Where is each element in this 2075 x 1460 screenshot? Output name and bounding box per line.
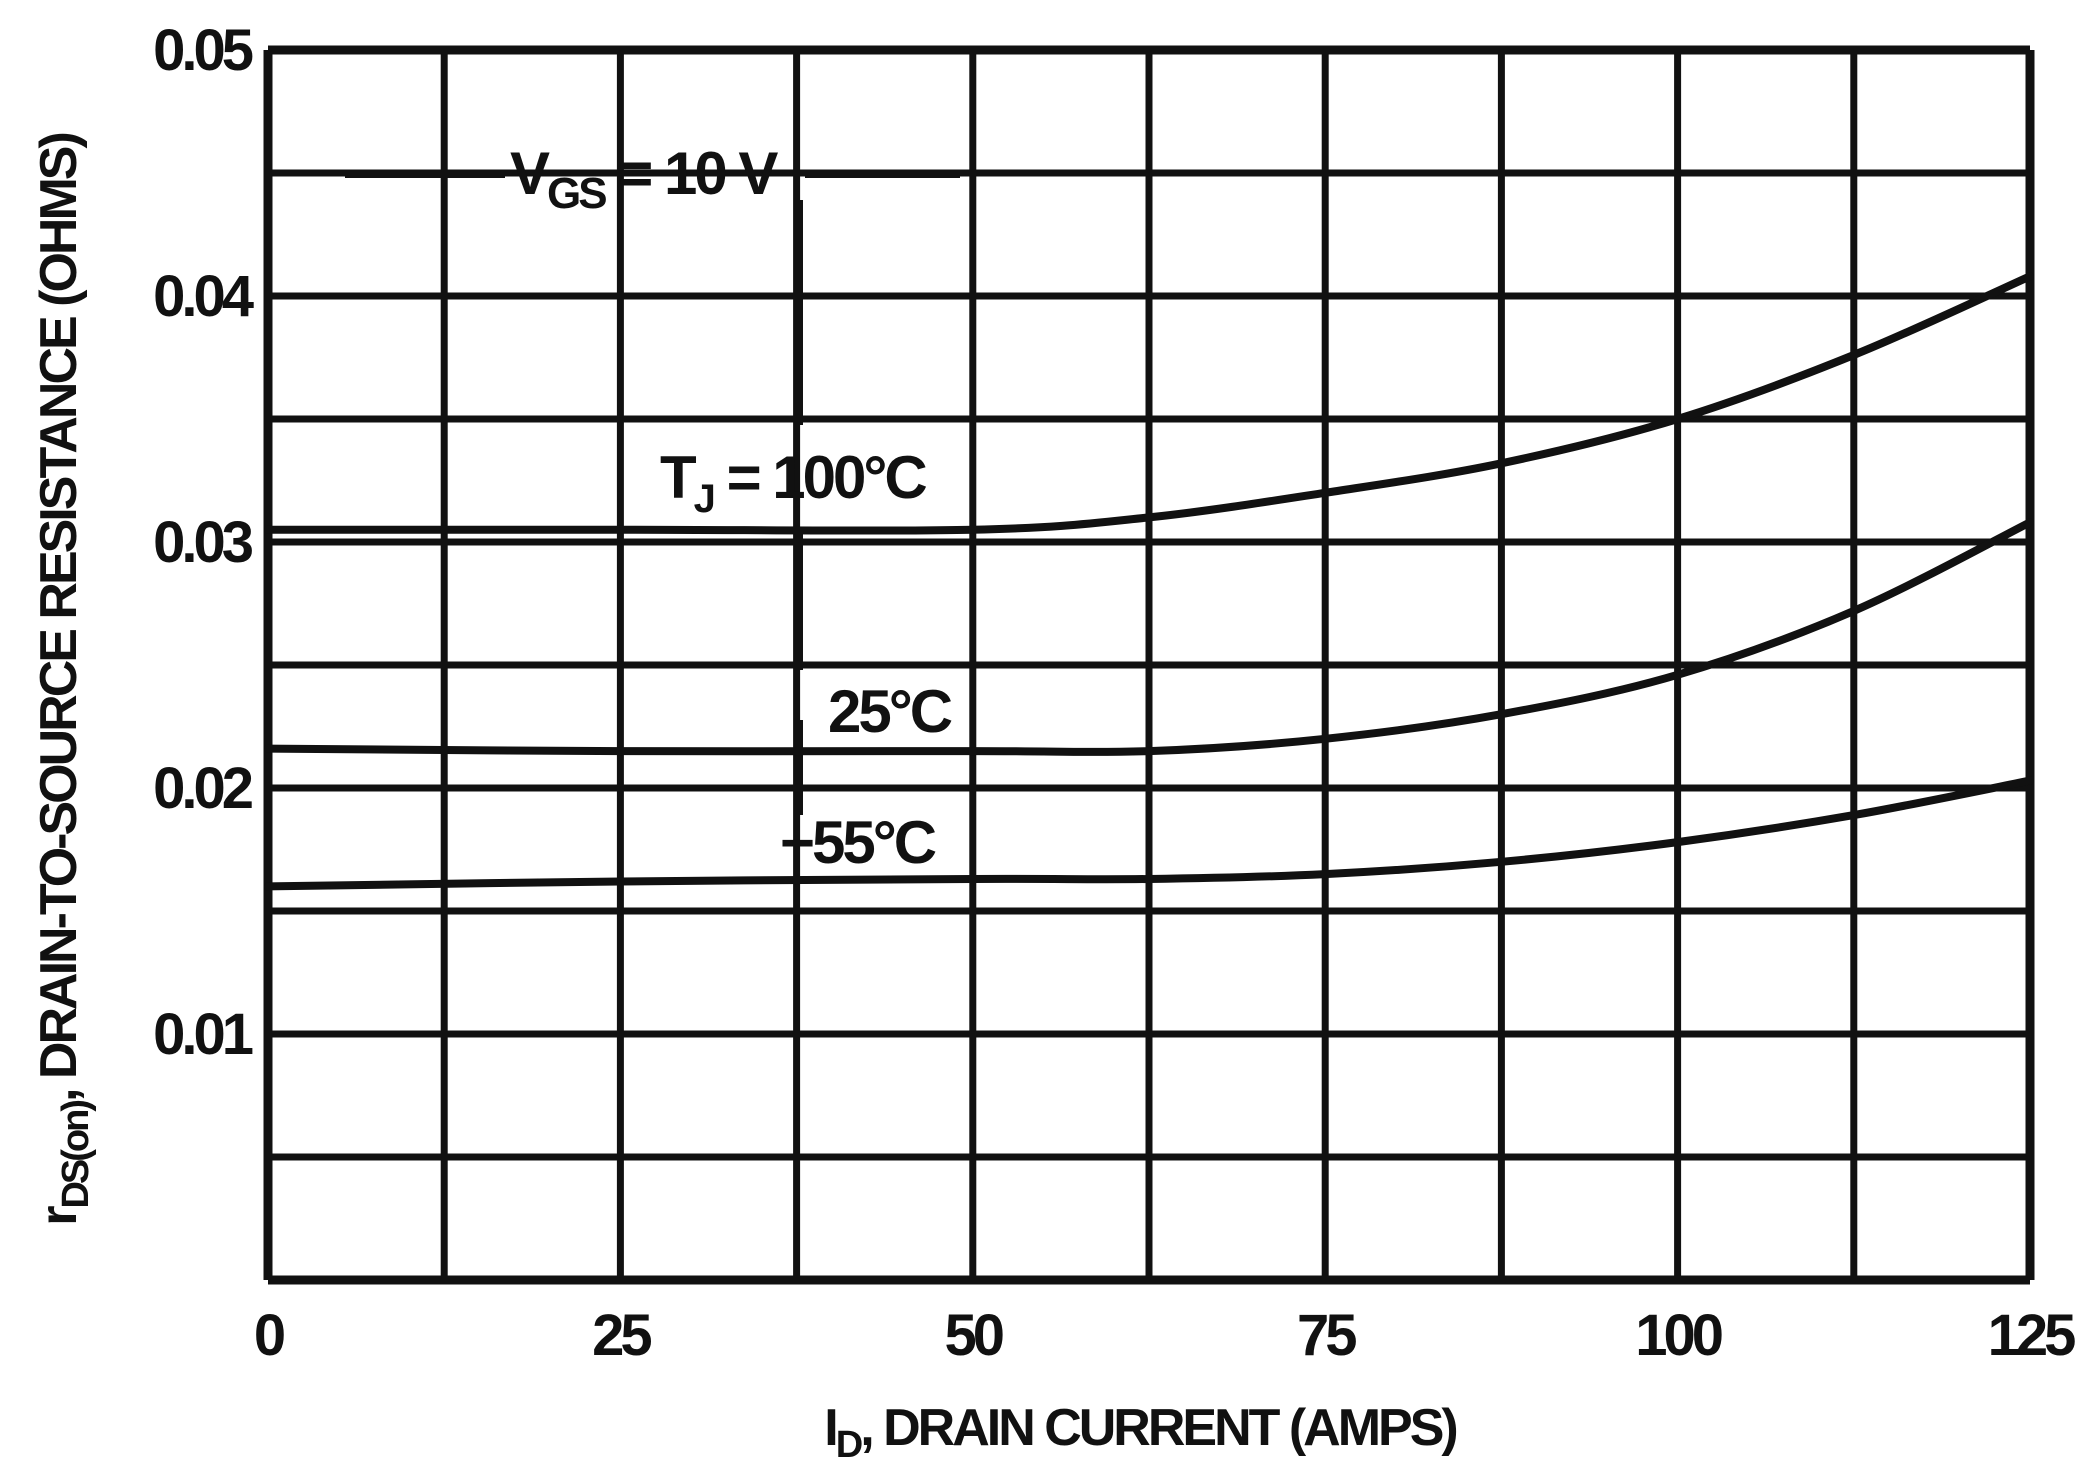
x-tick-label: 125 [1988, 1303, 2075, 1368]
x-tick-label: 100 [1635, 1303, 1722, 1368]
x-axis-title: ID, DRAIN CURRENT (AMPS) [824, 1399, 1456, 1460]
series-label-100c: TJ = 100°C [660, 444, 926, 521]
series-label-minus55c: −55°C [780, 809, 936, 876]
x-tick-label: 50 [945, 1303, 1003, 1368]
y-tick-label: 0.03 [153, 510, 253, 575]
y-tick-label: 0.04 [153, 264, 254, 329]
x-tick-label: 75 [1297, 1303, 1356, 1368]
curves [264, 272, 2034, 891]
vgs-label: VGS = 10 V [510, 140, 778, 218]
series-line-0 [264, 272, 2034, 535]
grid [263, 45, 2035, 1285]
series-line-1 [264, 518, 2034, 756]
axes: ID, DRAIN CURRENT (AMPS) rDS(on), DRAIN-… [30, 18, 2075, 1460]
x-tick-label: 25 [592, 1303, 651, 1368]
series-line-2 [264, 776, 2034, 891]
x-tick-label: 0 [254, 1303, 284, 1368]
series-label-25c: 25°C [828, 678, 952, 745]
y-tick-label: 0.02 [153, 756, 252, 821]
y-tick-label: 0.01 [153, 1002, 253, 1067]
y-tick-label: 0.05 [153, 18, 253, 83]
y-axis-title: rDS(on), DRAIN-TO-SOURCE RESISTANCE (OHM… [30, 134, 97, 1226]
annotations: VGS = 10 V TJ = 100°C 25°C −55°C [345, 140, 960, 876]
